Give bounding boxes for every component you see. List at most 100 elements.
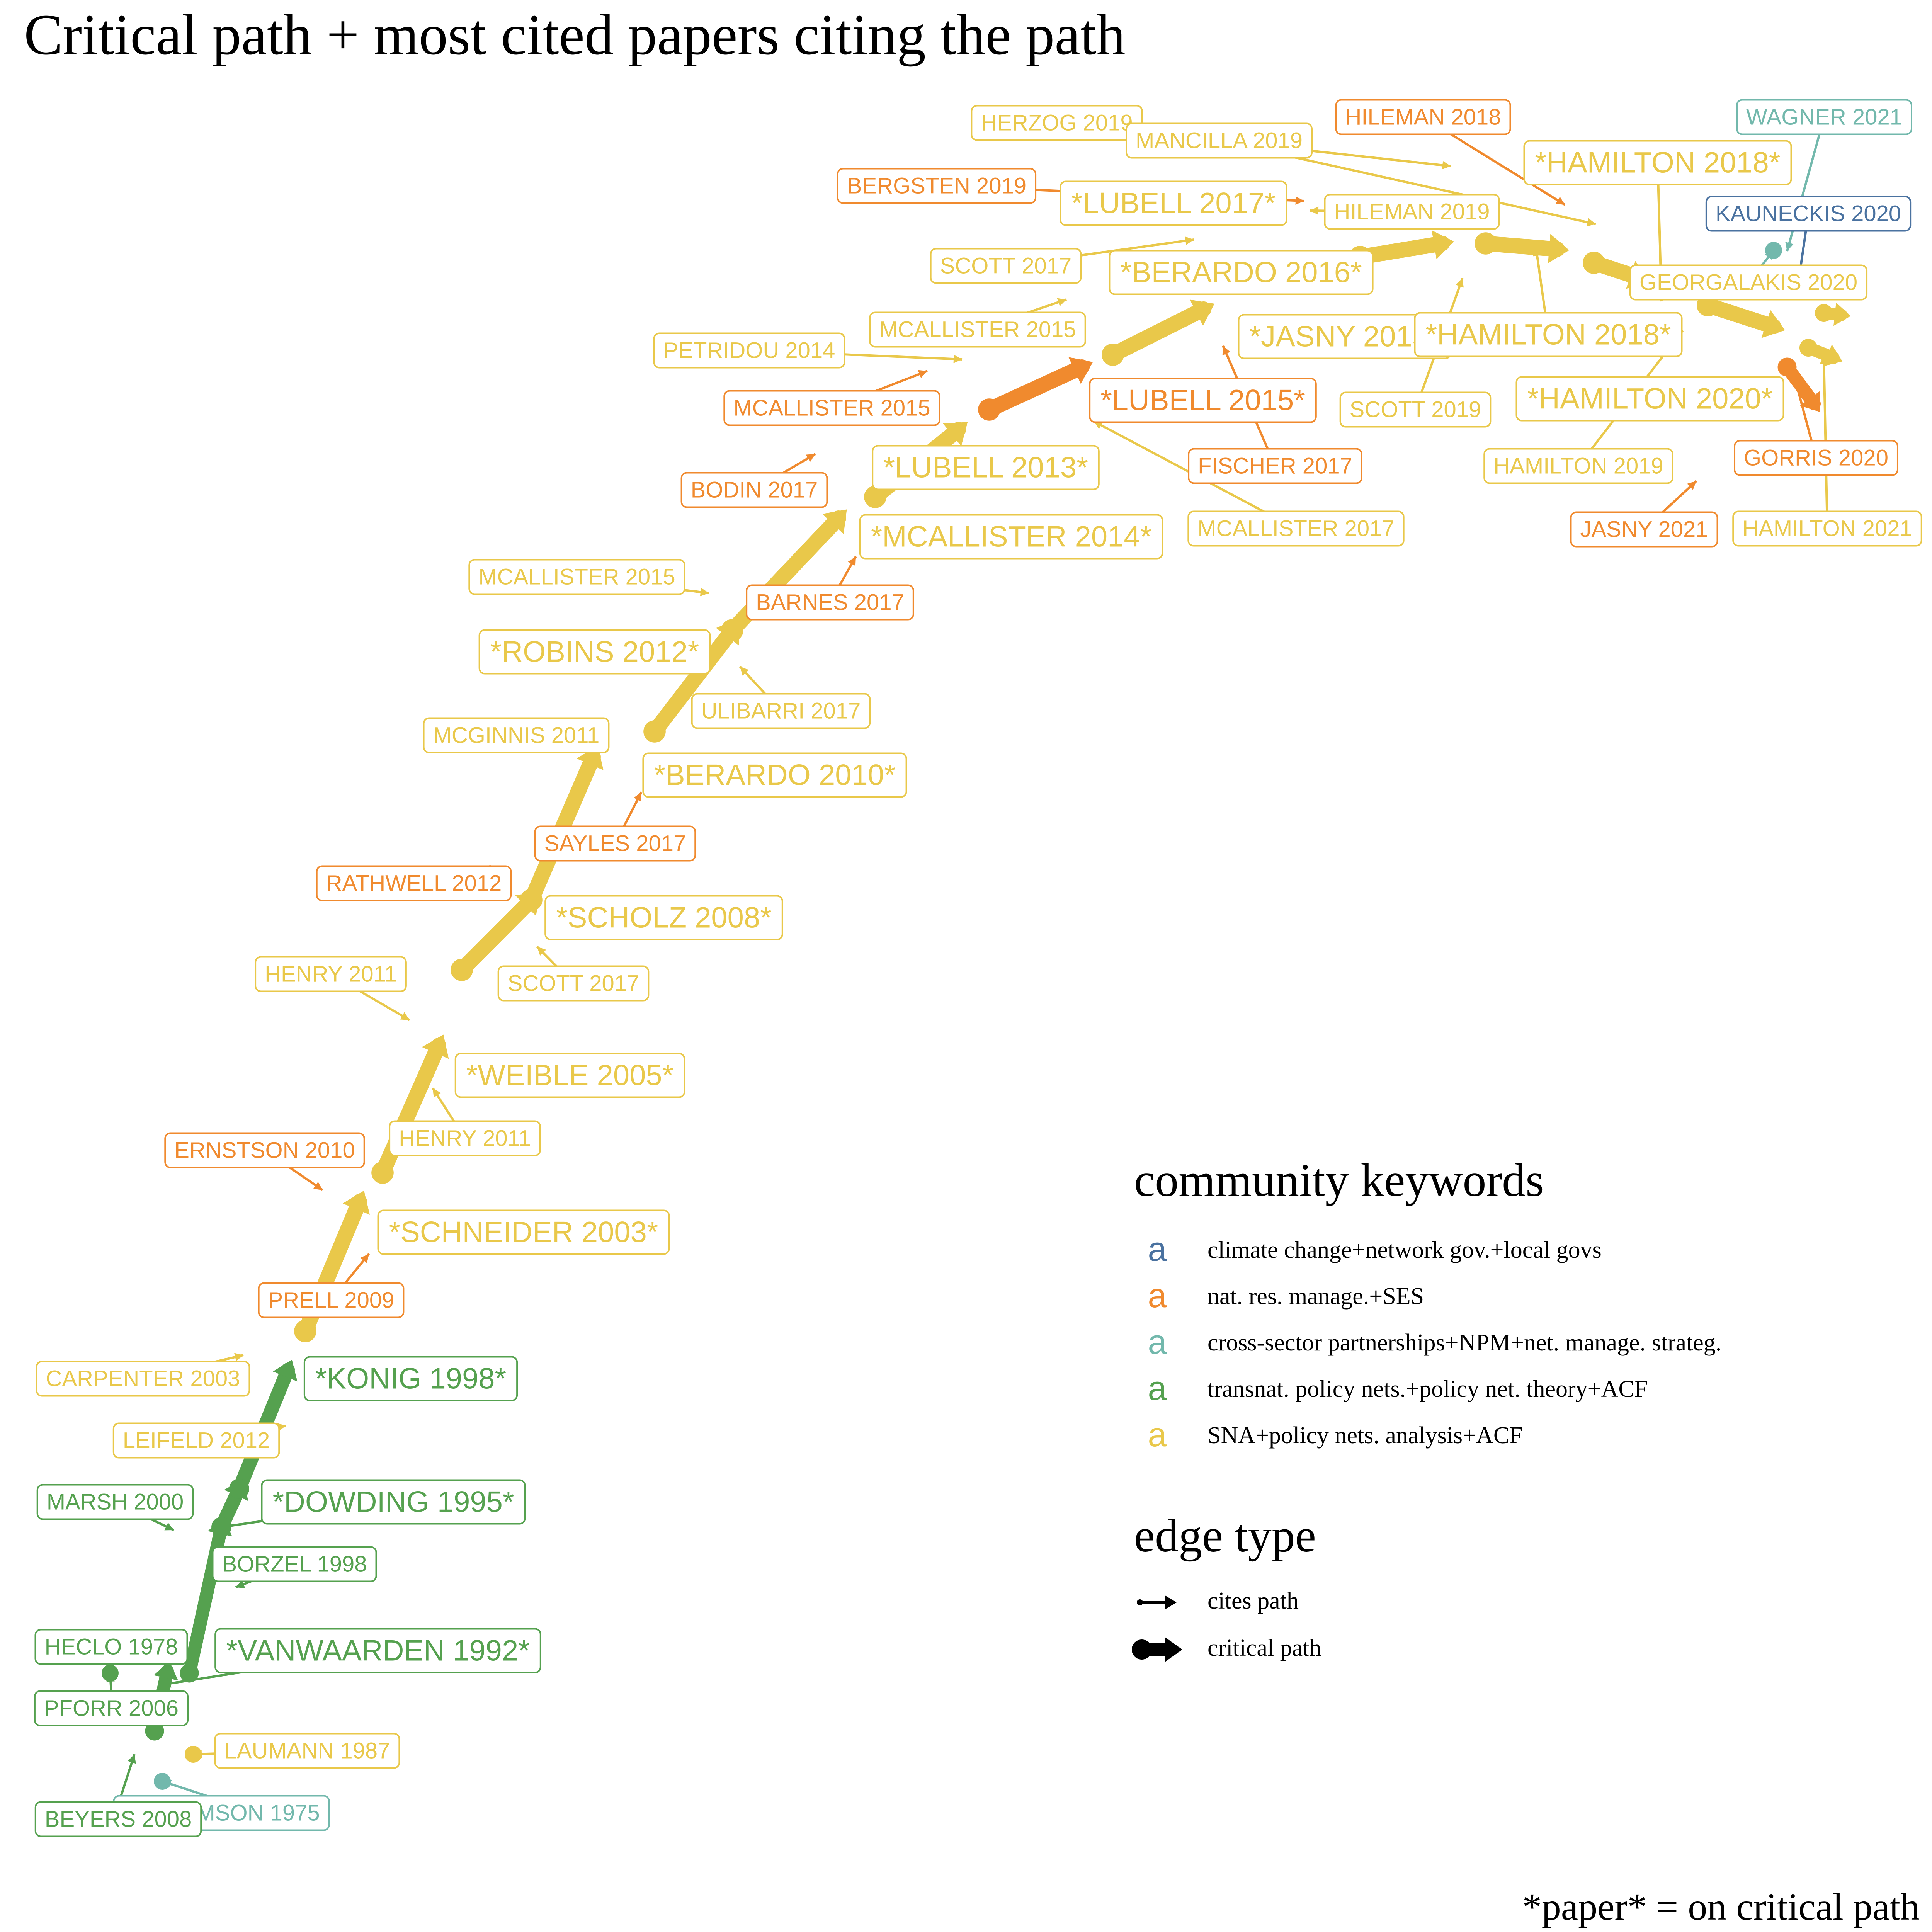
node-label: *SCHNEIDER 2003*: [389, 1216, 658, 1249]
node-label: *KONIG 1998*: [315, 1362, 506, 1395]
node-label-box: [468, 559, 685, 595]
legend-glyph: a: [1148, 1369, 1167, 1407]
node-carpenter2003: CARPENTER 2003: [36, 1361, 250, 1397]
node-label: HERZOG 2019: [981, 111, 1133, 136]
node-label-box: [1736, 99, 1912, 135]
node-label-box: [34, 1801, 202, 1837]
node-label: LEIFELD 2012: [123, 1428, 270, 1453]
node-label-box: [258, 1282, 405, 1318]
node-hamilton2019: HAMILTON 2019: [1483, 448, 1673, 484]
node-wagner2021: WAGNER 2021: [1736, 99, 1912, 135]
node-bodin2017: BODIN 2017: [680, 472, 828, 508]
node-label-box: [34, 1690, 189, 1726]
node-gorris2020: GORRIS 2020: [1734, 440, 1898, 476]
node-label-box: [1515, 376, 1784, 422]
node-label-box: [454, 1053, 685, 1098]
node-label-box: [212, 1546, 377, 1582]
node-label-box: [1570, 511, 1718, 548]
legend-glyph: a: [1148, 1415, 1167, 1454]
node-label: *BERARDO 2016*: [1120, 256, 1362, 289]
critical-path-edge: [1102, 299, 1214, 366]
node-dot: [102, 1665, 119, 1682]
node-label-box: [36, 1361, 250, 1397]
legend-community-item: a nat. res. manage.+SES: [1148, 1276, 1424, 1315]
node-mcallister2014: *MCALLISTER 2014*: [859, 514, 1163, 560]
node-label-box: [36, 1484, 194, 1520]
node-label-box: [1187, 510, 1405, 547]
node-label-box: [1125, 122, 1313, 159]
node-label-box: [1523, 140, 1792, 185]
node-label-box: [478, 629, 711, 675]
node-label: MANCILLA 2019: [1136, 128, 1303, 153]
node-label-box: [680, 472, 828, 508]
node-label: HILEMAN 2019: [1334, 199, 1490, 224]
node-label: *LUBELL 2017*: [1071, 187, 1276, 220]
node-heclo1978: HECLO 1978: [34, 1629, 188, 1665]
node-label: *DOWDING 1995*: [272, 1486, 514, 1519]
node-label: *ROBINS 2012*: [490, 636, 699, 668]
node-label: GEORGALAKIS 2020: [1639, 270, 1857, 295]
node-marsh2000: MARSH 2000: [36, 1484, 194, 1520]
node-label-box: [691, 693, 871, 729]
node-henry2011b: HENRY 2011: [389, 1120, 541, 1156]
legend-community-item: a transnat. policy nets.+policy net. theo…: [1148, 1369, 1648, 1407]
node-label-box: [837, 168, 1037, 204]
node-label-box: [1734, 440, 1898, 476]
node-mcallister2015b: MCALLISTER 2015: [723, 390, 940, 426]
critical-path-edge: [721, 509, 847, 641]
node-label-box: [1629, 264, 1868, 301]
node-petridou2014: PETRIDOU 2014: [653, 332, 845, 369]
node-mancilla2019: MANCILLA 2019: [1125, 122, 1313, 159]
node-label: FISCHER 2017: [1198, 454, 1352, 479]
legend-edge-item-cites: cites path: [1137, 1588, 1299, 1614]
node-hamilton2021: HAMILTON 2021: [1732, 510, 1922, 547]
node-label: *HAMILTON 2018*: [1425, 318, 1671, 351]
node-label-box: [544, 895, 783, 940]
legend-community-title: community keywords: [1134, 1154, 1544, 1206]
node-hileman2018: HILEMAN 2018: [1335, 99, 1511, 135]
node-hamilton2018a: *HAMILTON 2018*: [1523, 140, 1792, 185]
node-schneider2003: *SCHNEIDER 2003*: [377, 1209, 670, 1255]
node-label: MCGINNIS 2011: [433, 723, 600, 748]
critical-path-edge: [978, 357, 1093, 421]
node-label-box: [497, 965, 650, 1002]
node-label-box: [1188, 448, 1362, 484]
node-mcallister2015a: MCALLISTER 2015: [869, 311, 1086, 348]
node-label-box: [1705, 196, 1912, 232]
node-jasny2021: JASNY 2021: [1570, 511, 1718, 548]
node-label-box: [653, 332, 845, 369]
node-label: *VANWAARDEN 1992*: [226, 1634, 530, 1667]
node-label: KAUNECKIS 2020: [1716, 201, 1901, 226]
node-scott2017b: SCOTT 2017: [930, 248, 1082, 284]
node-herzog2019: HERZOG 2019: [971, 105, 1143, 141]
node-label: *LUBELL 2015*: [1100, 384, 1305, 417]
node-label-box: [34, 1629, 188, 1665]
critical-path-edge: [1815, 302, 1851, 326]
node-mcallister2015c: MCALLISTER 2015: [468, 559, 685, 595]
node-label: MCALLISTER 2015: [478, 565, 675, 590]
node-label: RATHWELL 2012: [326, 871, 502, 896]
node-robins2012: *ROBINS 2012*: [478, 629, 711, 675]
node-label: PFORR 2006: [44, 1696, 179, 1721]
node-label-box: [1089, 378, 1317, 423]
node-label: SCOTT 2017: [940, 253, 1072, 279]
critical-path-edge: [1697, 294, 1785, 338]
node-borzel1998: BORZEL 1998: [212, 1546, 377, 1582]
node-fischer2017: FISCHER 2017: [1188, 448, 1362, 484]
node-label-box: [534, 825, 696, 862]
node-berardo2010: *BERARDO 2010*: [642, 752, 907, 798]
node-label: *JASNY 2015*: [1250, 320, 1440, 353]
node-berardo2016: *BERARDO 2016*: [1109, 250, 1374, 295]
node-hamilton2020: *HAMILTON 2020*: [1515, 376, 1784, 422]
node-ernstson2010: ERNSTSON 2010: [164, 1132, 365, 1168]
node-label-box: [1324, 194, 1500, 230]
legend-community-item: a cross-sector partnerships+NPM+net. mana…: [1148, 1323, 1722, 1361]
node-pforr2006: PFORR 2006: [34, 1690, 189, 1726]
node-label: CARPENTER 2003: [46, 1366, 240, 1391]
node-label-box: [316, 865, 512, 901]
critical-path-edge: [1799, 338, 1843, 367]
node-label-box: [1414, 312, 1683, 357]
node-henry2011a: HENRY 2011: [255, 956, 407, 992]
node-kauneckis2020: KAUNECKIS 2020: [1705, 196, 1912, 232]
node-label-box: [1339, 391, 1492, 428]
